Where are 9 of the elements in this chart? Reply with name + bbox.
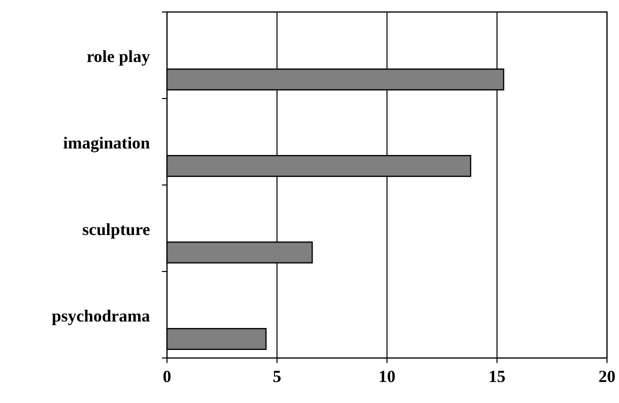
x-tick-label: 0 bbox=[162, 367, 172, 386]
x-tick-label: 20 bbox=[598, 367, 616, 386]
x-tick-label: 15 bbox=[488, 367, 506, 386]
y-tick-label: role play bbox=[86, 47, 150, 66]
x-tick-label: 5 bbox=[272, 367, 282, 386]
y-tick-label: psychodrama bbox=[52, 306, 150, 326]
y-tick-label: sculpture bbox=[82, 220, 150, 240]
y-tick-label: imagination bbox=[63, 134, 151, 153]
x-tick-label: 10 bbox=[378, 367, 396, 386]
